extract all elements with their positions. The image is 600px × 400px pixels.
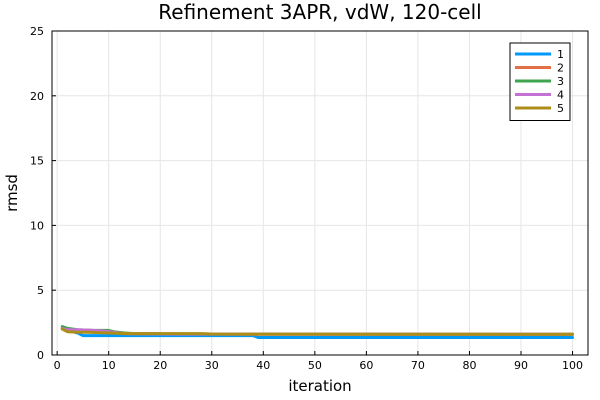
y-tick-label-3: 15 bbox=[30, 155, 44, 168]
chart-title: Refinement 3APR, vdW, 120-cell bbox=[158, 0, 481, 24]
grid-lines bbox=[52, 30, 588, 356]
x-tick-label-10: 100 bbox=[562, 359, 583, 372]
x-tick-label-0: 0 bbox=[54, 359, 61, 372]
y-tick-label-0: 0 bbox=[37, 349, 44, 362]
series-line-5 bbox=[60, 327, 574, 336]
x-tick-label-6: 60 bbox=[359, 359, 373, 372]
y-tick-label-5: 25 bbox=[30, 25, 44, 38]
x-tick-label-8: 80 bbox=[462, 359, 476, 372]
y-tick-label-4: 20 bbox=[30, 90, 44, 103]
legend-label-5: 5 bbox=[557, 102, 564, 115]
legend-label-4: 4 bbox=[557, 89, 564, 102]
x-tick-label-2: 20 bbox=[153, 359, 167, 372]
y-axis-label: rmsd bbox=[3, 174, 21, 212]
x-tick-label-3: 30 bbox=[205, 359, 219, 372]
legend-label-2: 2 bbox=[557, 62, 564, 75]
legend-label-1: 1 bbox=[557, 48, 564, 61]
x-axis-label: iteration bbox=[288, 377, 351, 395]
legend-label-3: 3 bbox=[557, 75, 564, 88]
x-tick-label-7: 70 bbox=[411, 359, 425, 372]
plot-frame bbox=[51, 30, 589, 356]
series-lines bbox=[60, 325, 574, 339]
y-tick-label-1: 5 bbox=[37, 284, 44, 297]
x-tick-label-1: 10 bbox=[102, 359, 116, 372]
y-tick-label-2: 10 bbox=[30, 219, 44, 232]
x-tick-label-4: 40 bbox=[256, 359, 270, 372]
x-tick-label-5: 50 bbox=[308, 359, 322, 372]
x-tick-label-9: 90 bbox=[514, 359, 528, 372]
